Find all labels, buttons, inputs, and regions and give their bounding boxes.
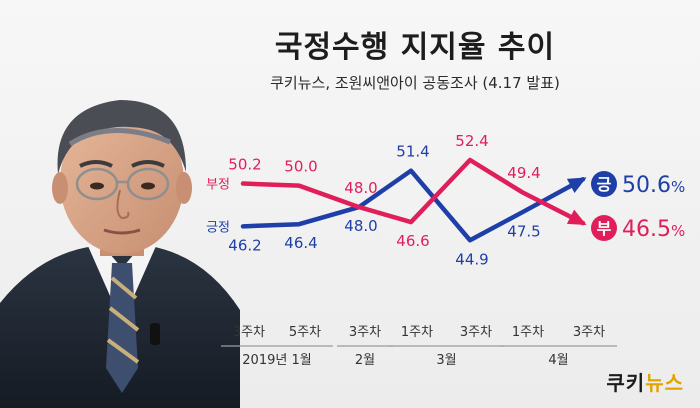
chart-subtitle: 쿠키뉴스, 조원씨앤아이 공동조사 (4.17 발표) [270,74,560,92]
data-label: 50.0 [284,158,317,176]
data-label: 48.0 [344,217,377,235]
final-value: 50.6% [622,173,685,198]
week-axis: 3주차 5주차 3주차 1주차 3주차 1주차 3주차 [233,325,605,340]
month-label: 2월 [355,353,375,368]
president-portrait [0,100,240,408]
month-axis: 2019년 1월 2월 3월 4월 [221,345,617,368]
data-label: 51.4 [396,143,429,161]
data-label: 52.4 [455,132,488,150]
data-label: 50.2 [228,156,261,174]
week-tick-label: 5주차 [289,325,321,340]
final-badge [591,171,617,197]
data-label: 46.4 [284,234,317,252]
week-tick-label: 3주차 [573,325,605,340]
brand-logo-part2: 뉴스 [645,371,684,395]
final-badge [591,215,617,241]
final-value-number: 50.6 [622,173,671,198]
month-label: 2019년 1월 [242,353,311,368]
month-label: 3월 [436,353,456,368]
series-arrowhead [566,209,587,225]
data-label: 46.2 [228,236,261,254]
chart-title: 국정수행 지지율 추이 [274,30,556,65]
data-label: 44.9 [455,250,488,268]
series-lines [240,157,587,243]
final-value-number: 46.5 [622,217,671,242]
series-arrowhead [566,177,587,193]
data-label: 47.5 [507,222,540,240]
series-line-긍정 [240,168,586,243]
week-tick-label: 3주차 [233,325,265,340]
week-tick-label: 3주차 [349,325,381,340]
series-name-label: 긍정 [206,220,230,235]
data-labels: 46.2 46.4 48.0 51.4 44.9 47.5 긍정 50.2 50.0 48.0 46… [206,132,541,268]
data-label: 46.6 [396,232,429,250]
week-tick-label: 1주차 [401,325,433,340]
series-name-label: 부정 [206,178,230,193]
brand-logo-part1: 쿠키 [606,371,646,395]
data-label: 49.4 [507,164,540,182]
series-line-부정 [240,157,586,226]
final-badge-text: 부 [597,219,612,238]
month-label: 4월 [548,353,568,368]
brand-logo: 쿠키뉴스 [606,367,684,396]
week-tick-label: 1주차 [512,325,544,340]
data-label: 48.0 [344,179,377,197]
week-tick-label: 3주차 [460,325,492,340]
final-badge-text: 긍 [597,175,612,194]
series-legend: 긍 50.6% 부 46.5% [591,171,685,242]
final-value-unit: % [671,178,685,196]
final-value-unit: % [671,222,685,240]
final-value: 46.5% [622,217,685,242]
